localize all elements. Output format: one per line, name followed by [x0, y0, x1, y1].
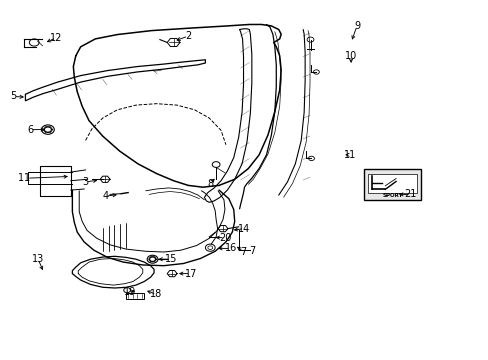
Text: 11: 11 [343, 150, 356, 160]
Text: 1: 1 [24, 173, 30, 183]
Text: 14: 14 [238, 224, 250, 234]
Bar [125, 293, 144, 299]
Text: 6: 6 [27, 125, 33, 135]
Text: 21: 21 [404, 189, 416, 199]
Text: 10: 10 [344, 51, 357, 61]
Text: 15: 15 [164, 254, 177, 264]
Text: 7: 7 [240, 247, 246, 257]
Text: 1: 1 [18, 173, 23, 183]
Bar [364, 169, 420, 200]
Text: 7: 7 [248, 246, 254, 256]
Text: 8: 8 [207, 179, 213, 189]
Bar [367, 174, 416, 193]
Text: 18: 18 [150, 289, 163, 300]
Text: 19: 19 [123, 287, 136, 297]
Text: 5: 5 [11, 91, 17, 102]
Text: 20: 20 [218, 233, 231, 243]
Text: 3: 3 [82, 177, 88, 187]
Text: 12: 12 [50, 33, 62, 43]
Text: 9: 9 [353, 21, 359, 31]
Text: 2: 2 [185, 31, 191, 41]
Text: 16: 16 [224, 243, 237, 253]
Text: 17: 17 [184, 269, 197, 279]
Text: 4: 4 [102, 191, 108, 201]
Text: SPORT: SPORT [382, 193, 402, 198]
Text: 13: 13 [32, 254, 44, 264]
